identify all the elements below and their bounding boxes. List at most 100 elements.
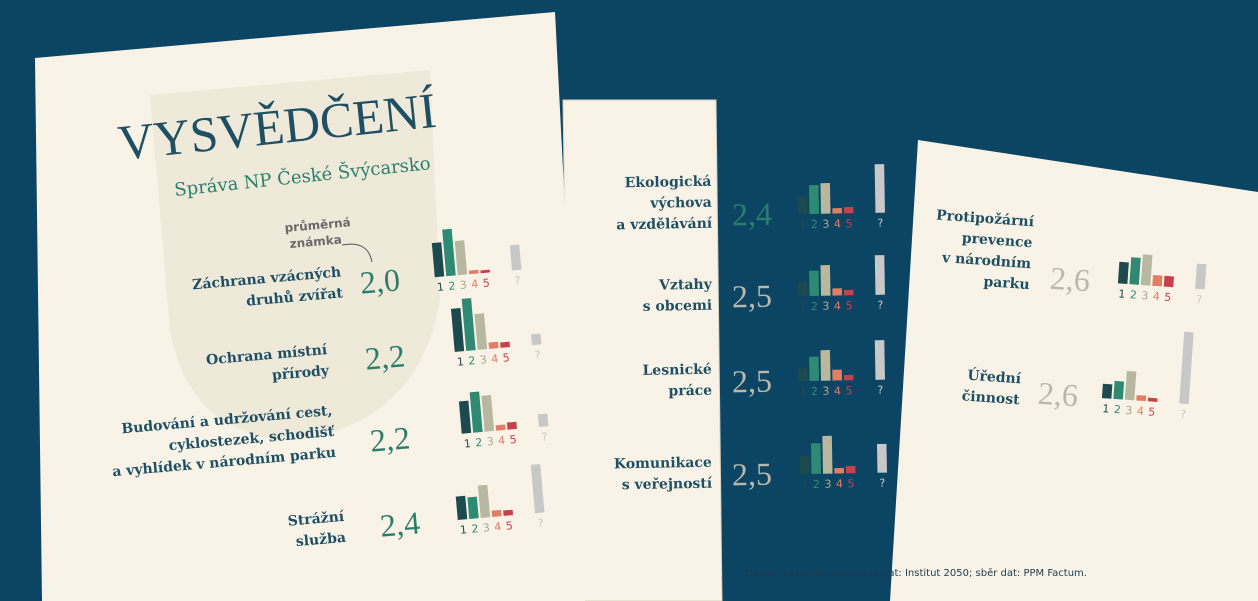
bar <box>1148 398 1158 402</box>
mean-grade: 2,6 <box>1037 375 1079 414</box>
bar <box>496 425 506 431</box>
x-tick-label: 3 <box>824 478 831 491</box>
x-tick-label: 5 <box>1148 405 1156 418</box>
x-tick-label: 2 <box>1129 288 1137 301</box>
x-tick-label: 5 <box>845 299 852 312</box>
bar <box>832 208 842 214</box>
mean-grade: 2,0 <box>358 261 401 300</box>
x-tick-label: ? <box>877 384 883 397</box>
bar <box>800 456 810 474</box>
footer: Design výzkumu a analýza dat: Institut 2… <box>745 567 1087 579</box>
bar <box>809 185 819 214</box>
x-tick-label: 3 <box>482 521 490 535</box>
bar <box>798 282 808 297</box>
x-tick-label: 1 <box>799 385 806 398</box>
x-tick-label: 4 <box>471 277 479 291</box>
bar <box>1152 275 1162 286</box>
mean-grade: 2,5 <box>732 363 773 400</box>
mini-chart: Ekologickávýchovaa vzdělávání2,412345? <box>615 164 885 234</box>
bar <box>456 496 468 520</box>
row-label: a vzdělávání <box>616 216 713 234</box>
x-tick-label: 1 <box>799 218 806 231</box>
bar <box>531 334 541 346</box>
mean-grade: 2,2 <box>363 337 406 376</box>
x-tick-label: ? <box>877 217 883 230</box>
bar <box>875 164 885 213</box>
row-label: Ekologická <box>625 174 712 192</box>
bar <box>798 196 808 214</box>
bar <box>846 466 856 473</box>
x-tick-label: 5 <box>502 351 510 365</box>
x-tick-label: ? <box>877 299 883 312</box>
bar <box>798 368 808 381</box>
bar <box>834 468 844 474</box>
x-tick-label: 3 <box>479 353 487 367</box>
x-tick-label: 1 <box>1102 402 1110 415</box>
bar <box>832 288 842 295</box>
mean-grade: 2,6 <box>1049 260 1091 299</box>
mean-grade: 2,2 <box>368 419 411 458</box>
bar <box>832 370 842 381</box>
x-tick-label: 2 <box>811 218 818 231</box>
bar <box>1164 276 1174 287</box>
x-tick-label: 3 <box>1141 289 1149 302</box>
bar <box>844 207 854 213</box>
bar <box>538 414 549 427</box>
mean-grade: 2,5 <box>732 456 773 493</box>
x-tick-label: 2 <box>813 478 820 491</box>
x-tick-label: 5 <box>482 276 490 290</box>
bar <box>820 183 830 214</box>
bar <box>507 422 517 430</box>
x-tick-label: 4 <box>498 434 506 448</box>
x-tick-label: 3 <box>822 218 829 231</box>
x-tick-label: 1 <box>1118 287 1126 300</box>
x-tick-label: 4 <box>834 217 841 230</box>
infographic: VYSVĚDČENÍ Správa NP České Švýcarsko prů… <box>0 0 1258 601</box>
mean-grade: 2,5 <box>732 278 773 315</box>
x-tick-label: 1 <box>463 437 471 451</box>
x-tick-label: 2 <box>475 436 483 450</box>
row-label: s veřejností <box>622 476 713 494</box>
mean-grade: 2,4 <box>732 196 773 233</box>
bar <box>875 255 885 295</box>
bar <box>809 357 819 381</box>
bar <box>820 350 830 381</box>
row-label: Vztahy <box>658 277 713 294</box>
x-tick-label: 2 <box>471 522 479 536</box>
x-tick-label: 3 <box>459 278 467 292</box>
x-tick-label: 5 <box>509 433 517 447</box>
x-tick-label: 5 <box>847 477 854 490</box>
x-tick-label: 4 <box>836 477 843 490</box>
bar <box>1118 262 1129 284</box>
row-label: práce <box>668 383 712 400</box>
x-tick-label: 4 <box>491 352 499 366</box>
bar <box>1102 384 1112 399</box>
x-tick-label: 4 <box>494 520 502 534</box>
bar <box>820 265 830 296</box>
x-tick-label: 5 <box>505 519 513 533</box>
bar <box>503 510 513 516</box>
x-tick-label: 5 <box>845 384 852 397</box>
bar <box>822 436 832 474</box>
bar <box>1125 371 1136 400</box>
x-tick-label: 1 <box>459 523 467 537</box>
x-tick-label: ? <box>1180 408 1187 421</box>
x-tick-label: 2 <box>811 385 818 398</box>
x-tick-label: 2 <box>811 300 818 313</box>
bar <box>809 271 819 296</box>
x-tick-label: ? <box>879 477 885 490</box>
bar <box>489 342 499 349</box>
bar <box>877 444 887 473</box>
mean-grade: 2,4 <box>378 504 421 543</box>
x-tick-label: 4 <box>834 299 841 312</box>
x-tick-label: 1 <box>456 355 464 369</box>
bar <box>844 290 854 296</box>
bar <box>1113 381 1124 400</box>
row-label: Lesnické <box>642 362 712 379</box>
bar <box>492 510 502 517</box>
x-tick-label: 3 <box>822 300 829 313</box>
x-tick-label: 2 <box>1113 403 1121 416</box>
bar <box>844 375 854 381</box>
bar <box>811 443 821 474</box>
x-tick-label: 1 <box>436 280 444 294</box>
